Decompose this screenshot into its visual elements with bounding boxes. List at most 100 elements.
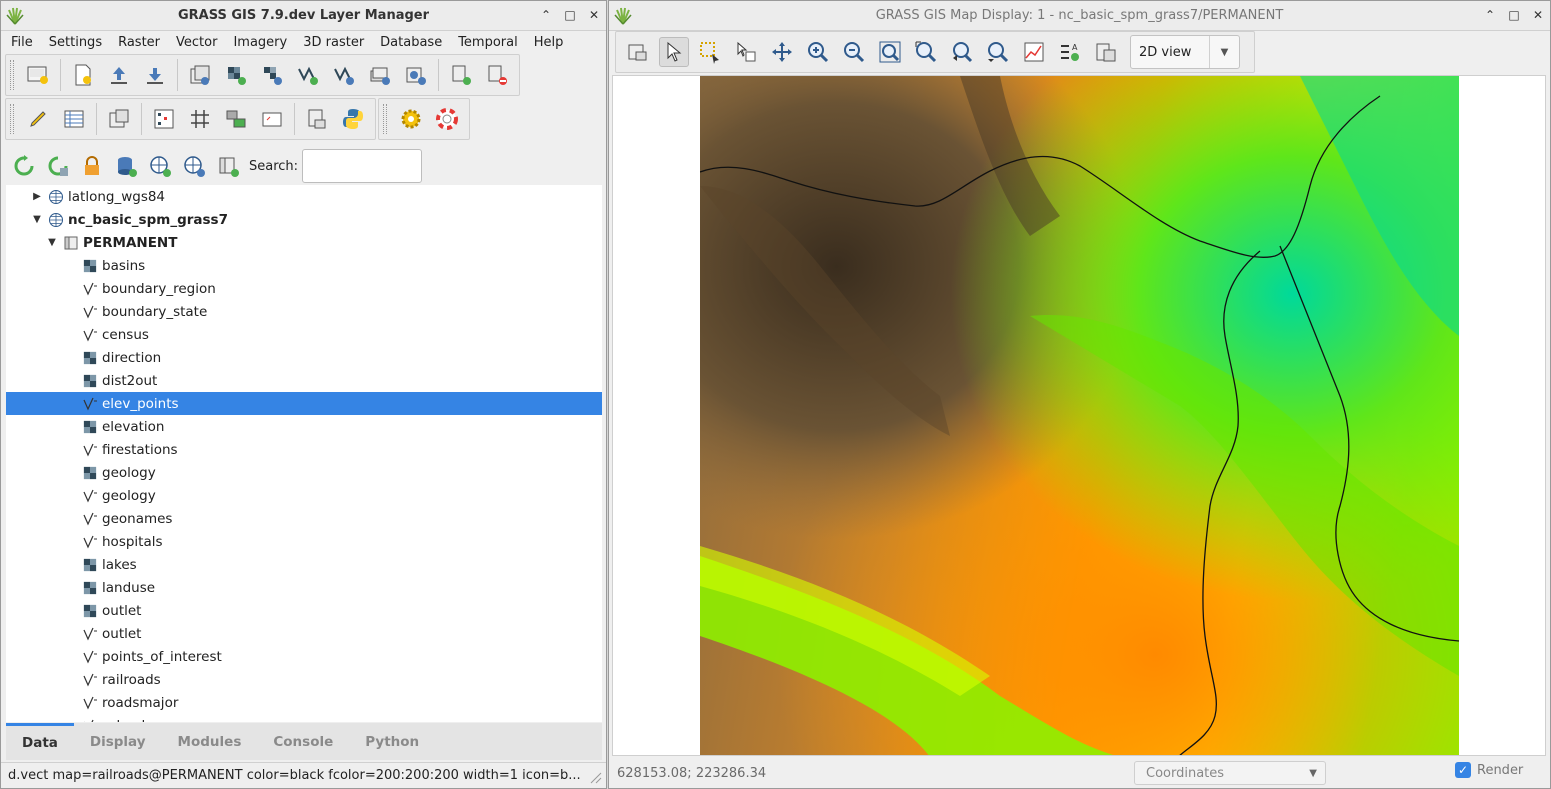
data-tree[interactable]: ▶ latlong_wgs84 ▼ nc_basic_spm_grass7 ▼ PERMA… [6, 185, 602, 722]
tree-row[interactable]: ▶ latlong_wgs84 [6, 185, 602, 208]
tree-row[interactable]: ▼ PERMANENT [6, 231, 602, 254]
python-icon[interactable] [338, 104, 368, 134]
save-workspace-icon[interactable] [140, 60, 170, 90]
tree-row[interactable]: geonames [6, 507, 602, 530]
lock-icon[interactable] [77, 151, 107, 181]
attribute-table-icon[interactable] [59, 104, 89, 134]
map-display-titlebar[interactable]: GRASS GIS Map Display: 1 - nc_basic_spm_… [609, 1, 1550, 31]
tree-row[interactable]: geology [6, 461, 602, 484]
close-icon[interactable]: ✕ [1532, 8, 1544, 22]
help-lifebuoy-icon[interactable] [432, 104, 462, 134]
zoom-in-icon[interactable] [803, 37, 833, 67]
pointer-icon[interactable] [659, 37, 689, 67]
zoom-out-icon[interactable] [839, 37, 869, 67]
menu-vector[interactable]: Vector [176, 34, 218, 50]
tab-modules[interactable]: Modules [177, 733, 242, 750]
map-decorations-icon[interactable]: A [1055, 37, 1085, 67]
georectifier-icon[interactable] [104, 104, 134, 134]
zoom-menu-icon[interactable] [983, 37, 1013, 67]
menu-help[interactable]: Help [533, 34, 564, 50]
tree-row[interactable]: roadsmajor [6, 691, 602, 714]
add-group-icon[interactable] [365, 60, 395, 90]
render-checkbox[interactable]: ✓ [1455, 762, 1471, 778]
resize-grip-icon[interactable] [588, 770, 602, 784]
menu-temporal[interactable]: Temporal [458, 34, 518, 50]
close-icon[interactable]: ✕ [588, 8, 600, 22]
view-mode-select[interactable]: 2D view ▼ [1130, 35, 1240, 69]
minimize-icon[interactable]: ⌃ [1484, 8, 1496, 22]
cartographic-composer-icon[interactable] [257, 104, 287, 134]
menu-3d-raster[interactable]: 3D raster [303, 34, 365, 50]
statusbar-mode-select[interactable]: Coordinates ▼ [1134, 761, 1326, 785]
select-icon[interactable] [695, 37, 725, 67]
minimize-icon[interactable]: ⌃ [540, 8, 552, 22]
menu-database[interactable]: Database [380, 34, 443, 50]
tree-row[interactable]: geology [6, 484, 602, 507]
tree-row[interactable]: direction [6, 346, 602, 369]
tree-row[interactable]: boundary_region [6, 277, 602, 300]
add-overlay-icon[interactable] [401, 60, 431, 90]
tab-display[interactable]: Display [89, 733, 146, 750]
tree-row[interactable]: landuse [6, 576, 602, 599]
add-raster-misc-icon[interactable] [257, 60, 287, 90]
new-map-display-icon[interactable] [23, 60, 53, 90]
render-toggle[interactable]: ✓ Render [1455, 762, 1523, 778]
reload-mapset-icon[interactable] [43, 151, 73, 181]
add-vector-misc-icon[interactable] [329, 60, 359, 90]
expander-collapsed-icon[interactable]: ▶ [33, 191, 41, 202]
tree-row[interactable]: dist2out [6, 369, 602, 392]
module-launcher-icon[interactable] [302, 104, 332, 134]
menu-imagery[interactable]: Imagery [233, 34, 288, 50]
add-raster-icon[interactable] [221, 60, 251, 90]
tree-row[interactable]: boundary_state [6, 300, 602, 323]
layer-manager-titlebar[interactable]: GRASS GIS 7.9.dev Layer Manager ⌃ □ ✕ [1, 1, 606, 31]
tree-row[interactable]: outlet [6, 599, 602, 622]
new-workspace-icon[interactable] [68, 60, 98, 90]
tree-row[interactable]: lakes [6, 553, 602, 576]
expander-expanded-icon[interactable]: ▼ [48, 237, 56, 248]
download-location-icon[interactable] [179, 151, 209, 181]
tab-console[interactable]: Console [273, 733, 334, 750]
add-vector-icon[interactable] [293, 60, 323, 90]
copy-layer-icon[interactable] [446, 60, 476, 90]
tab-python[interactable]: Python [365, 733, 420, 750]
analyze-icon[interactable] [1019, 37, 1049, 67]
menu-file[interactable]: File [11, 34, 33, 50]
graphical-modeler-icon[interactable] [149, 104, 179, 134]
zoom-region-icon[interactable] [911, 37, 941, 67]
pan-icon[interactable] [767, 37, 797, 67]
zoom-back-icon[interactable] [947, 37, 977, 67]
tree-row[interactable]: ▼ nc_basic_spm_grass7 [6, 208, 602, 231]
query-icon[interactable] [731, 37, 761, 67]
tree-row[interactable]: basins [6, 254, 602, 277]
tree-row[interactable]: elevation [6, 415, 602, 438]
grid-icon[interactable] [185, 104, 215, 134]
save-display-icon[interactable] [1091, 37, 1121, 67]
tree-row[interactable]: railroads [6, 668, 602, 691]
expander-expanded-icon[interactable]: ▼ [33, 214, 41, 225]
remove-layer-icon[interactable] [482, 60, 512, 90]
maximize-icon[interactable]: □ [564, 8, 576, 22]
display-map-icon[interactable] [623, 37, 653, 67]
add-multiple-layers-icon[interactable] [185, 60, 215, 90]
search-input[interactable] [302, 149, 423, 183]
menu-raster[interactable]: Raster [118, 34, 161, 50]
settings-gear-icon[interactable] [396, 104, 426, 134]
menu-settings[interactable]: Settings [48, 34, 103, 50]
reload-tree-icon[interactable] [9, 151, 39, 181]
create-database-icon[interactable] [111, 151, 141, 181]
tree-row[interactable]: elev_points [6, 392, 602, 415]
tree-row[interactable]: firestations [6, 438, 602, 461]
tree-row[interactable]: census [6, 323, 602, 346]
map-canvas[interactable] [612, 75, 1546, 756]
create-mapset-icon[interactable] [213, 151, 243, 181]
tree-row[interactable]: outlet [6, 622, 602, 645]
zoom-extent-icon[interactable] [875, 37, 905, 67]
tab-data[interactable]: Data [6, 723, 74, 760]
open-workspace-icon[interactable] [104, 60, 134, 90]
maximize-icon[interactable]: □ [1508, 8, 1520, 22]
create-location-icon[interactable] [145, 151, 175, 181]
tree-row[interactable]: points_of_interest [6, 645, 602, 668]
tree-row[interactable]: schools [6, 714, 602, 722]
tree-row[interactable]: hospitals [6, 530, 602, 553]
